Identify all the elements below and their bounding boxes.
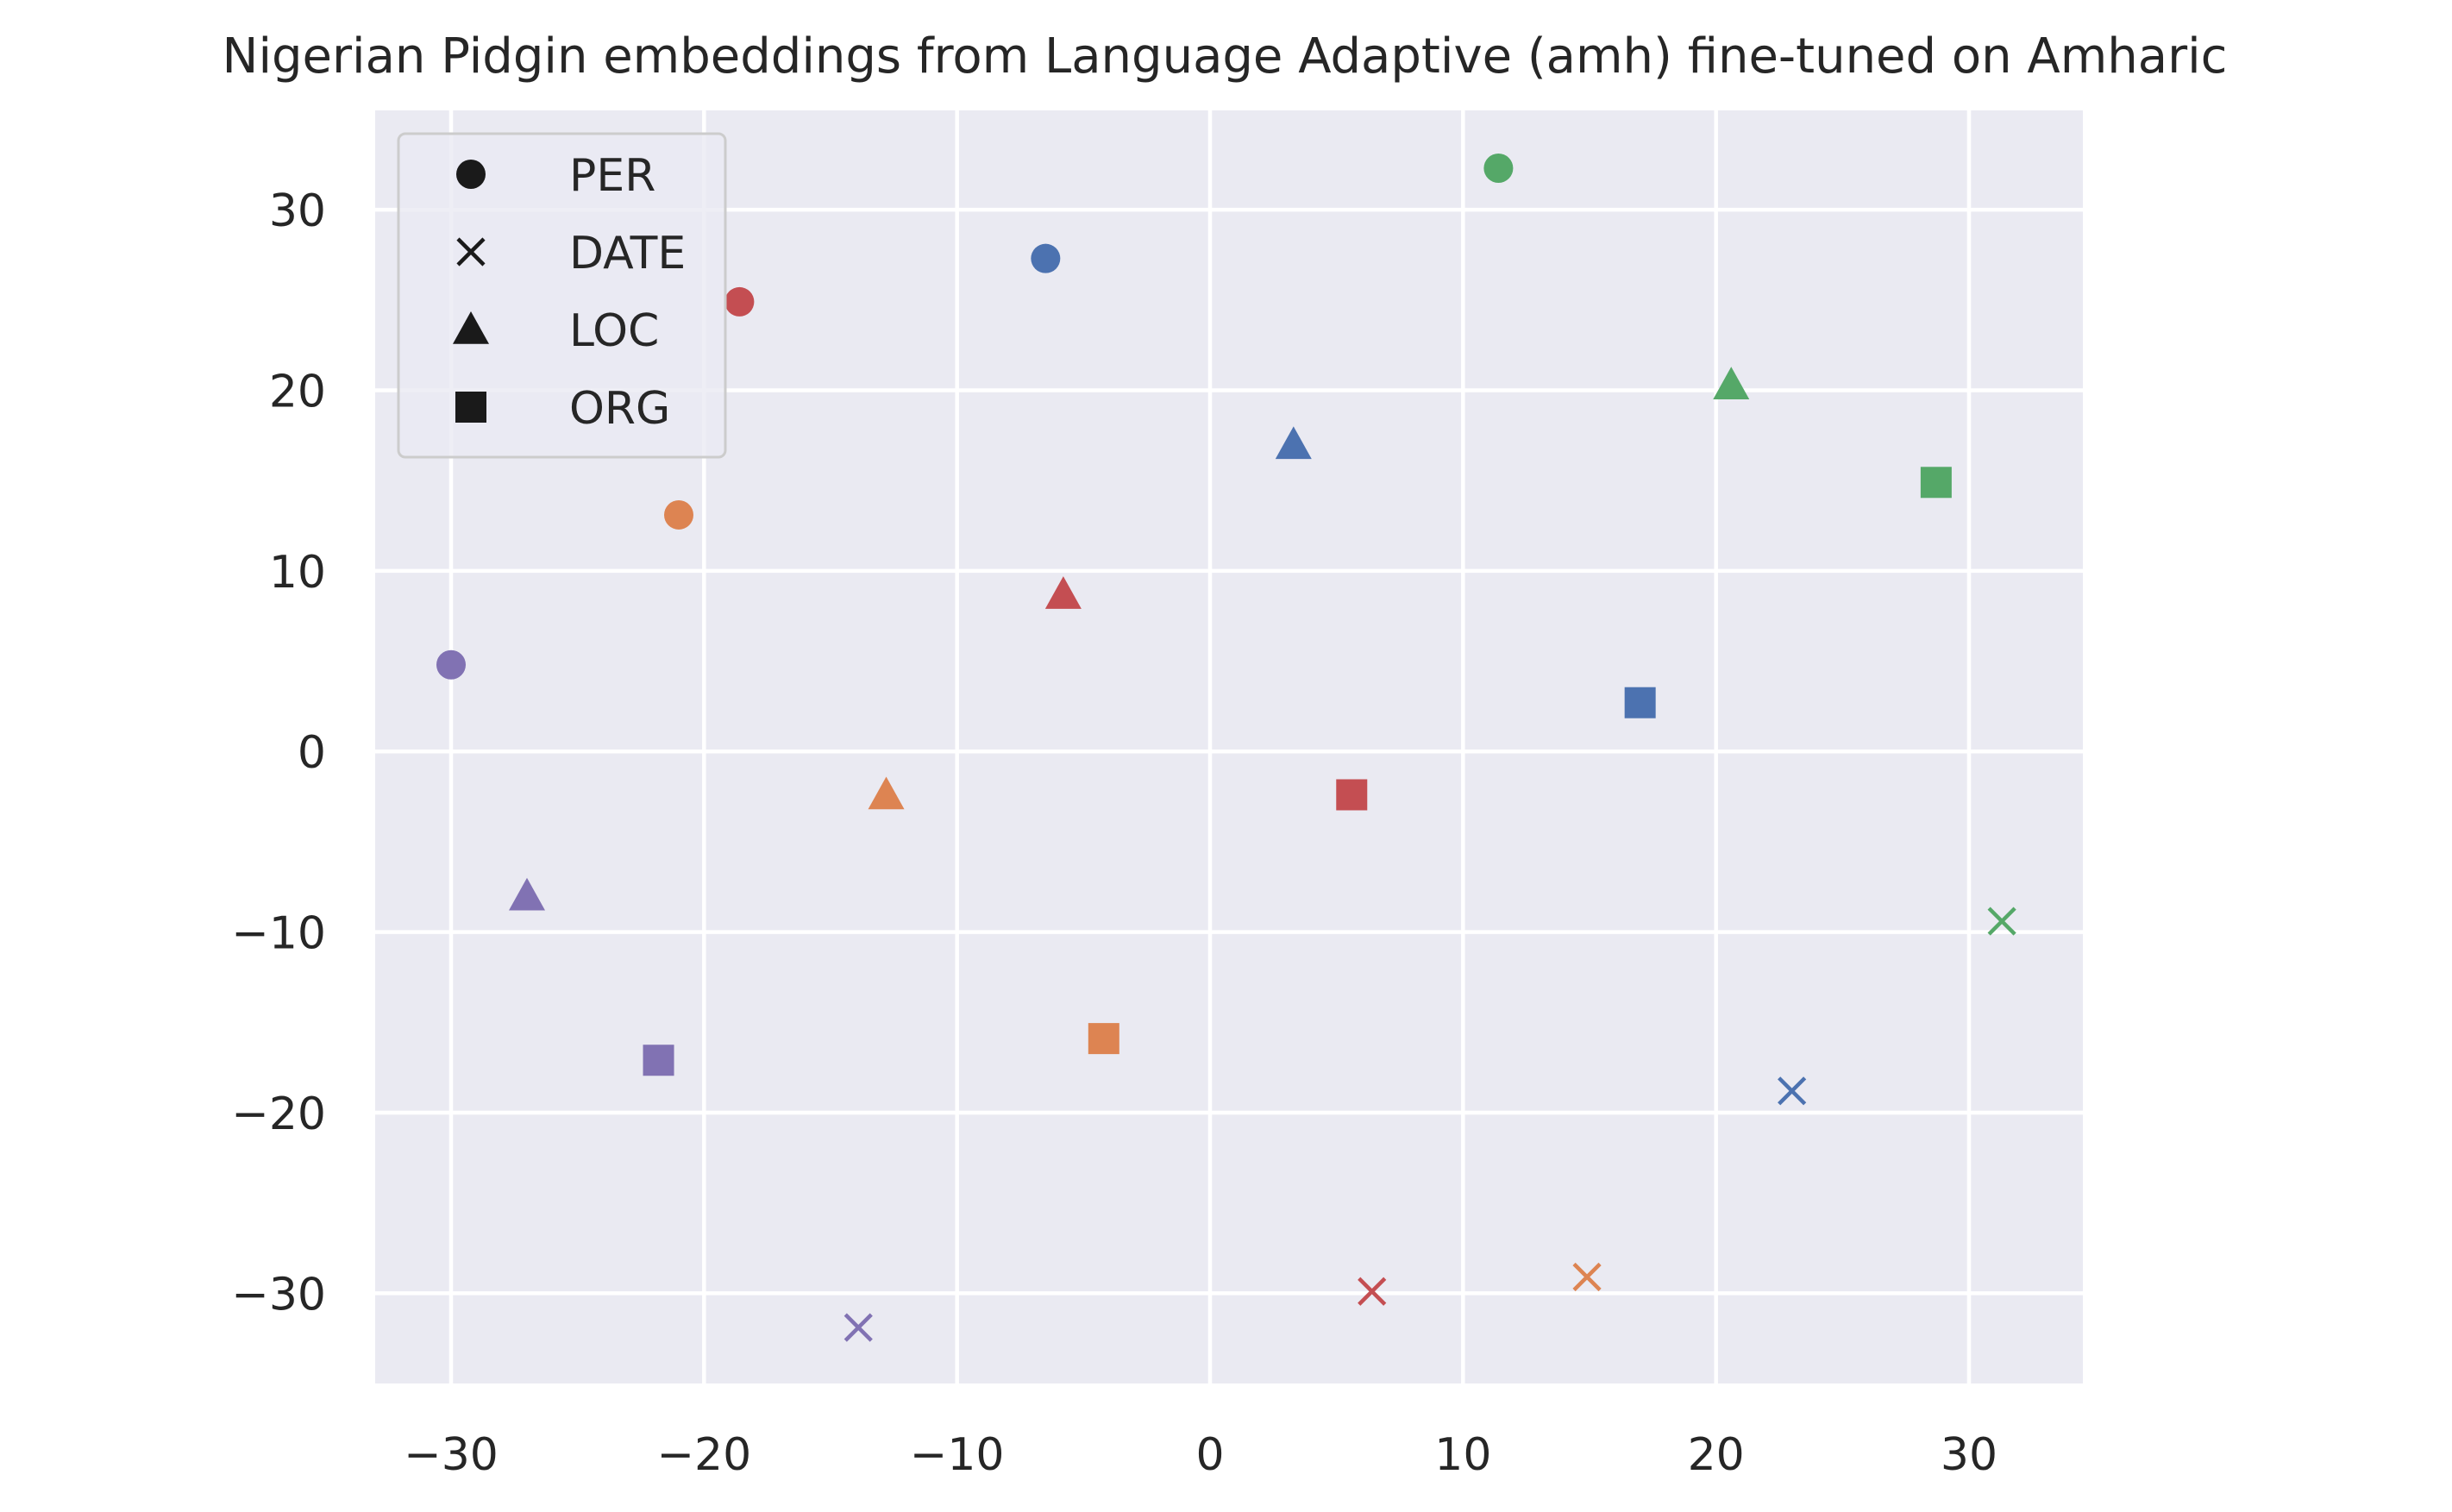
data-point-triangle — [1044, 576, 1082, 609]
x-tick-label: 10 — [1434, 1429, 1491, 1481]
legend-label: LOC — [569, 305, 659, 357]
data-point-square — [1920, 467, 1952, 499]
y-axis-ticks: −30 −20 −10 0 10 20 30 — [231, 185, 326, 1321]
data-point-square — [643, 1045, 674, 1076]
legend-marker-triangle — [453, 311, 489, 344]
data-point-circle — [1483, 153, 1514, 183]
y-tick-label: −10 — [231, 908, 326, 960]
data-point-circle — [664, 499, 693, 530]
y-tick-label: −30 — [231, 1269, 326, 1321]
legend-marker-circle — [456, 160, 486, 189]
grid-lines — [375, 110, 2083, 1383]
data-point-circle — [1031, 243, 1061, 273]
data-point-square — [1336, 779, 1368, 811]
data-point-x — [1572, 1262, 1602, 1292]
y-tick-label: 0 — [298, 727, 326, 779]
legend-label: ORG — [569, 383, 670, 435]
x-tick-label: 0 — [1195, 1429, 1224, 1481]
data-point-triangle — [509, 877, 545, 911]
data-points — [436, 153, 2016, 1342]
data-point-square — [1624, 687, 1656, 718]
data-point-x — [1778, 1076, 1807, 1106]
y-tick-label: 10 — [269, 547, 326, 599]
data-point-triangle — [868, 776, 905, 810]
legend-marker-x — [456, 237, 486, 267]
legend: PER DATE LOC ORG — [397, 132, 727, 459]
data-point-x — [1987, 907, 2016, 936]
x-tick-label: 20 — [1688, 1429, 1745, 1481]
x-tick-label: 30 — [1941, 1429, 1997, 1481]
x-tick-label: −10 — [910, 1429, 1005, 1481]
x-tick-label: −20 — [656, 1429, 751, 1481]
legend-label: DATE — [569, 228, 686, 279]
chart-title: Nigerian Pidgin embeddings from Language… — [223, 28, 2228, 85]
y-tick-label: 20 — [269, 367, 326, 418]
legend-box — [397, 132, 727, 459]
x-tick-label: −30 — [404, 1429, 499, 1481]
data-point-circle — [436, 649, 466, 680]
data-point-square — [1088, 1023, 1119, 1055]
data-point-x — [843, 1313, 873, 1342]
x-axis-ticks: −30 −20 −10 0 10 20 30 — [404, 1429, 1997, 1481]
data-point-triangle — [1275, 426, 1312, 460]
data-point-triangle — [1713, 367, 1750, 400]
y-tick-label: −20 — [231, 1089, 326, 1140]
data-point-x — [1358, 1277, 1387, 1306]
y-tick-label: 30 — [269, 185, 326, 237]
legend-label: PER — [569, 150, 655, 202]
data-point-circle — [724, 286, 755, 317]
legend-marker-square — [455, 392, 486, 423]
